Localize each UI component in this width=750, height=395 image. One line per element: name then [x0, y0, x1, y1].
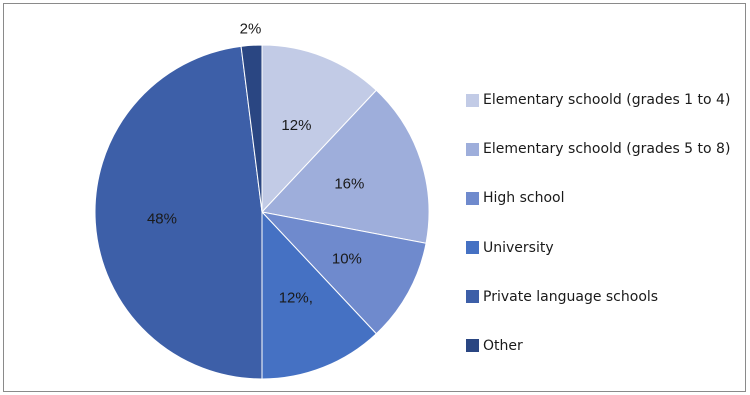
data-label: 16% [334, 176, 364, 193]
legend-swatch [466, 241, 479, 255]
legend-label: High school [483, 190, 565, 207]
legend-label: University [483, 239, 554, 256]
data-label: 12%, [279, 289, 313, 306]
legend-item-private-language-schools: Private language schools [466, 285, 730, 309]
legend-label: Other [483, 337, 523, 354]
legend-item-elementary-5-8: Elementary schoold (grades 5 to 8) [466, 137, 730, 161]
legend: Elementary schoold (grades 1 to 4) Eleme… [466, 88, 730, 383]
data-label: 12% [281, 117, 311, 134]
pie-slice [261, 210, 378, 380]
legend-swatch [466, 290, 479, 304]
data-label: 2% [240, 21, 262, 38]
legend-swatch [466, 93, 479, 107]
legend-item-elementary-1-4: Elementary schoold (grades 1 to 4) [466, 88, 730, 112]
pie-slice [94, 45, 263, 380]
pie-slice [261, 89, 430, 244]
pie-slice [260, 211, 427, 335]
legend-item-other: Other [466, 334, 730, 358]
legend-label: Private language schools [483, 288, 659, 305]
legend-swatch [466, 339, 479, 353]
legend-swatch [466, 142, 479, 156]
data-label: 48% [147, 210, 177, 227]
legend-label: Elementary schoold (grades 1 to 4) [483, 92, 731, 108]
legend-label: Elementary schoold (grades 5 to 8) [483, 141, 731, 158]
legend-swatch [466, 191, 479, 205]
pie-slice [240, 44, 263, 213]
data-label: 10% [332, 251, 362, 268]
legend-item-university: University [466, 236, 730, 260]
pie-slice [261, 44, 378, 214]
legend-item-high-school: High school [466, 186, 730, 210]
